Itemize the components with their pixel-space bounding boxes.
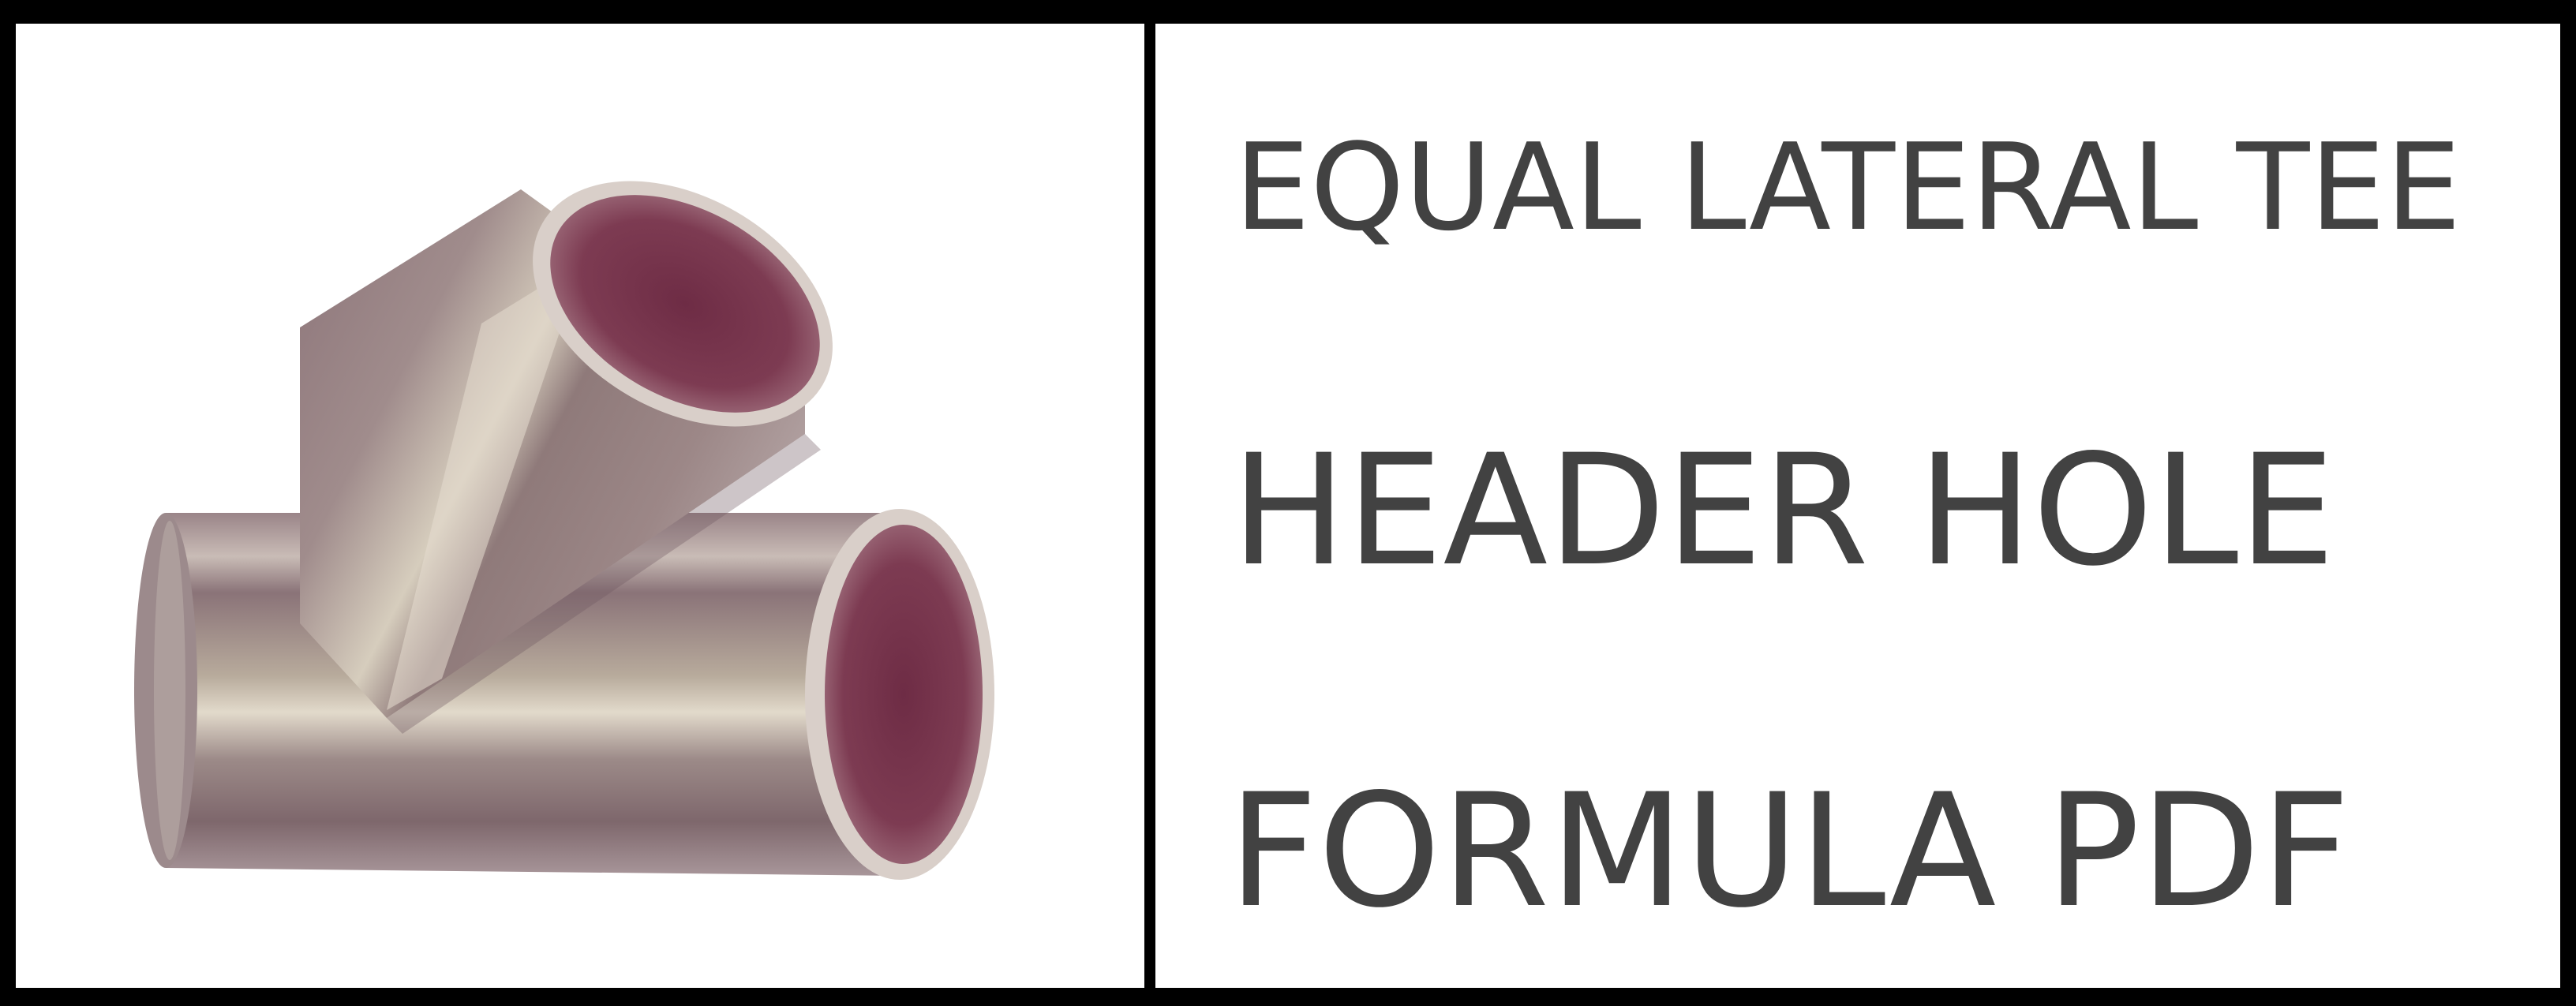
title-panel: EQUAL LATERAL TEE HEADER HOLE FORMULA PD…	[1155, 24, 2560, 988]
title-line-formula-pdf: FORMULA PDF	[1228, 760, 2351, 942]
title-line-header-hole: HEADER HOLE	[1231, 421, 2335, 600]
title-line-equal-lateral-tee: EQUAL LATERAL TEE	[1234, 118, 2462, 257]
lateral-tee-image	[134, 181, 994, 880]
product-image-panel	[16, 24, 1144, 988]
